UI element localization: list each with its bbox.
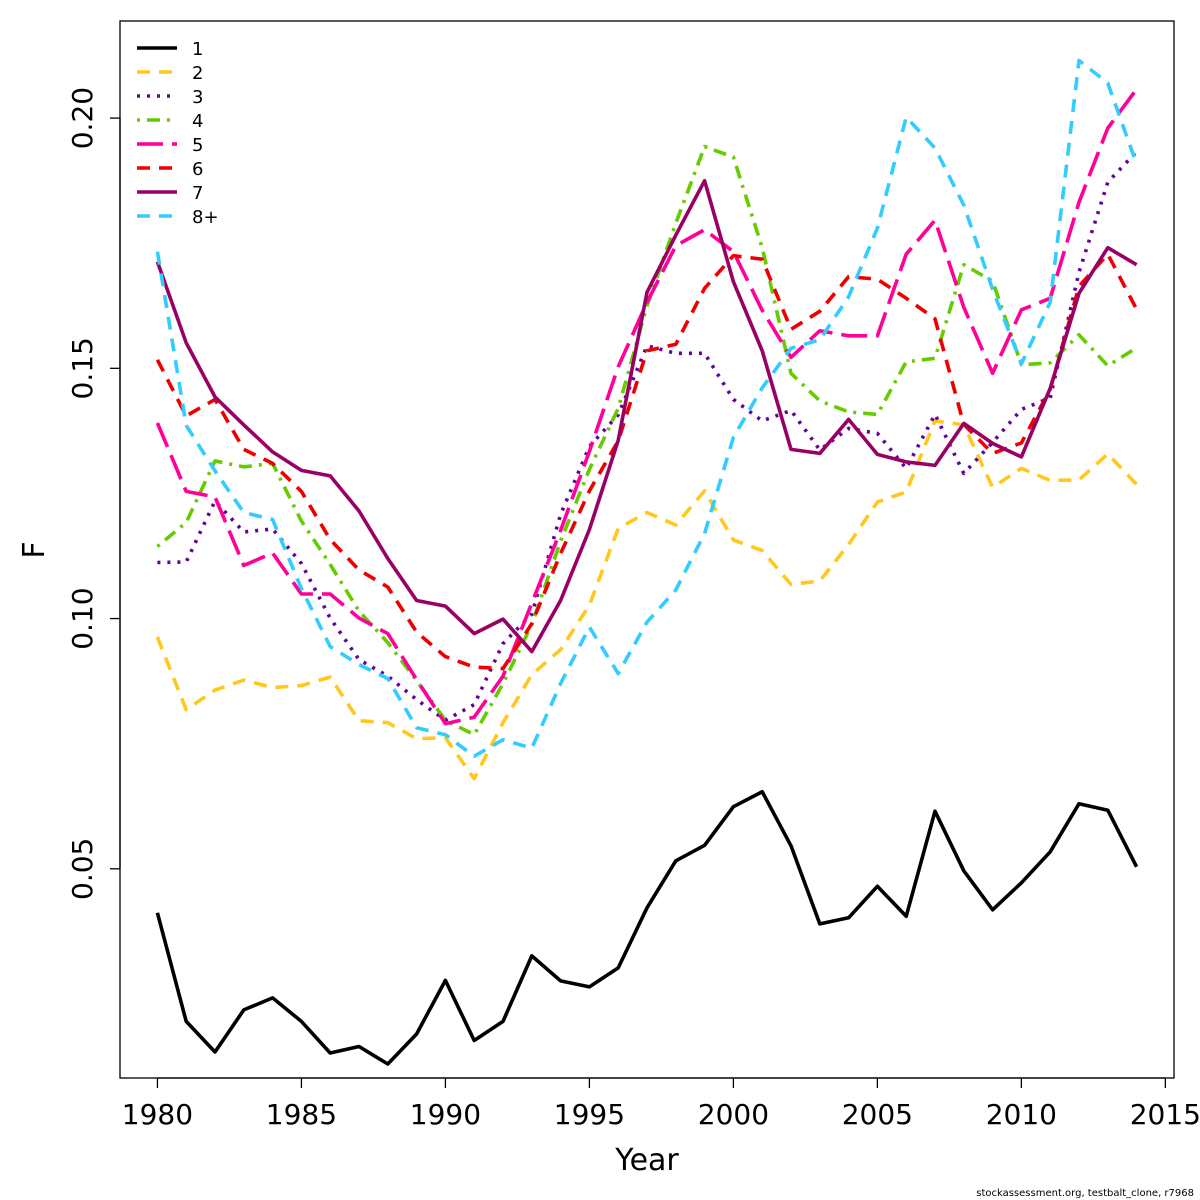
series-line-1 bbox=[155, 789, 1139, 1066]
series-layer bbox=[155, 58, 1139, 1066]
legend-item: 1 bbox=[137, 39, 203, 60]
x-tick-label: 1990 bbox=[410, 1098, 481, 1131]
y-axis: 0.05 0.10 0.15 0.20 bbox=[66, 87, 121, 900]
legend-item: 5 bbox=[137, 135, 203, 156]
x-tick-label: 1980 bbox=[122, 1098, 193, 1131]
plot-frame bbox=[119, 20, 1175, 1079]
series-line-2 bbox=[155, 419, 1138, 781]
legend-item: 3 bbox=[137, 87, 203, 108]
series-line-8+ bbox=[155, 58, 1139, 759]
legend-label: 2 bbox=[192, 63, 203, 84]
x-tick-label: 2000 bbox=[698, 1098, 769, 1131]
y-tick-label: 0.20 bbox=[66, 87, 99, 149]
y-tick-label: 0.15 bbox=[66, 337, 99, 399]
x-tick-label: 2010 bbox=[986, 1098, 1057, 1131]
legend-item: 7 bbox=[137, 183, 203, 204]
series-line-6 bbox=[155, 252, 1139, 671]
y-tick-label: 0.10 bbox=[66, 587, 99, 649]
legend-item: 4 bbox=[137, 111, 203, 132]
series-line-7 bbox=[155, 178, 1138, 654]
legend-label: 1 bbox=[192, 39, 203, 60]
x-axis: 1980 1985 1990 1995 2000 2005 2010 2015 bbox=[122, 1077, 1200, 1131]
legend-label: 3 bbox=[192, 87, 203, 108]
legend-item: 6 bbox=[137, 159, 203, 180]
x-tick-label: 1985 bbox=[266, 1098, 337, 1131]
legend-label: 8+ bbox=[192, 207, 219, 228]
legend-label: 4 bbox=[192, 111, 203, 132]
series-line-5 bbox=[155, 88, 1139, 726]
y-axis-title: F bbox=[17, 541, 52, 558]
x-axis-title: Year bbox=[614, 1143, 679, 1178]
series-line-4 bbox=[156, 144, 1138, 737]
legend-label: 6 bbox=[192, 159, 203, 180]
legend-item: 8+ bbox=[137, 207, 219, 228]
series-line-3 bbox=[157, 150, 1138, 723]
x-tick-label: 2005 bbox=[842, 1098, 913, 1131]
legend-item: 2 bbox=[137, 63, 203, 84]
credit-text: stockassessment.org, testbalt_clone, r79… bbox=[976, 1188, 1194, 1199]
y-tick-label: 0.05 bbox=[66, 838, 99, 900]
x-tick-label: 1995 bbox=[554, 1098, 625, 1131]
legend: 1 2 3 4 5 6 7 8+ bbox=[137, 39, 219, 228]
x-tick-label: 2015 bbox=[1130, 1098, 1200, 1131]
legend-label: 7 bbox=[192, 183, 203, 204]
legend-label: 5 bbox=[192, 135, 203, 156]
